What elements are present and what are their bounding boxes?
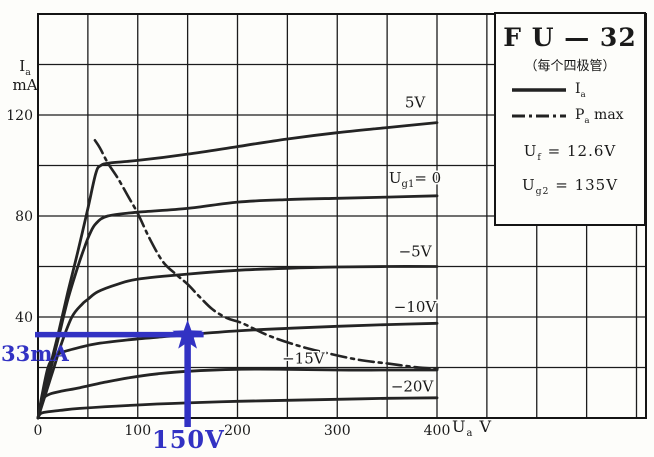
x-axis-unit: Ua V [452, 417, 493, 440]
tick-labels-layer: 0 100 200 300 400 40 80 120 [6, 108, 450, 439]
dashdot-line-sample-icon [512, 114, 566, 118]
curve-pa-max [93, 139, 442, 371]
annotation-voltage-label: 150V [152, 425, 225, 454]
legend-label-pa-max: Pa max [575, 106, 624, 126]
x-tick-300: 300 [324, 423, 351, 439]
x-tick-400: 400 [424, 423, 451, 439]
y-axis-symbol: Ia [19, 57, 31, 78]
curve-ug1-minus20 [36, 396, 439, 420]
curve-labels-layer: 5V Ug1= 0 −5V −10V −15V −20V [281, 92, 443, 397]
annotation-layer [35, 319, 204, 427]
legend-item-ia: Ia [510, 81, 644, 100]
y-axis-title: Ia mA [8, 57, 42, 94]
curve-ug1-0 [36, 194, 439, 420]
curve-label-ug1-minus5: −5V [399, 242, 433, 260]
x-tick-200: 200 [224, 423, 251, 439]
legend-box: F U — 32 （每个四极管） Ia Pa max Uf = 12.6V Ug… [494, 12, 646, 226]
x-tick-0: 0 [34, 423, 43, 439]
legend-label-ia: Ia [575, 81, 586, 100]
tube-model-title: F U — 32 [503, 23, 637, 52]
y-tick-40: 40 [15, 310, 33, 326]
solid-line-sample-icon [512, 88, 566, 93]
plot-border [37, 13, 647, 419]
y-axis-unit: mA [12, 75, 38, 94]
y-tick-80: 80 [15, 209, 33, 225]
curve-label-ug1-plus5: 5V [405, 93, 427, 111]
legend-item-pa-max: Pa max [510, 107, 644, 126]
curve-ug1-minus10 [36, 321, 439, 420]
legend-subtitle: （每个四极管） [524, 59, 616, 74]
curve-label-ug1-minus20: −20V [391, 377, 435, 395]
curves-layer [36, 121, 442, 420]
y-tick-120: 120 [6, 108, 33, 124]
x-tick-100: 100 [124, 423, 151, 439]
condition-uf: Uf = 12.6V [523, 141, 617, 163]
curve-label-ug1-0: Ug1= 0 [389, 169, 441, 190]
annotation-current-label: 33mA [1, 341, 69, 366]
annotation-star-marker [172, 319, 203, 349]
curve-label-ug1-minus15: −15V [282, 350, 326, 368]
curve-ug1-minus15 [36, 367, 439, 420]
condition-ug2: Ug2 = 135V [521, 175, 619, 197]
curve-label-ug1-minus10: −10V [394, 298, 438, 316]
